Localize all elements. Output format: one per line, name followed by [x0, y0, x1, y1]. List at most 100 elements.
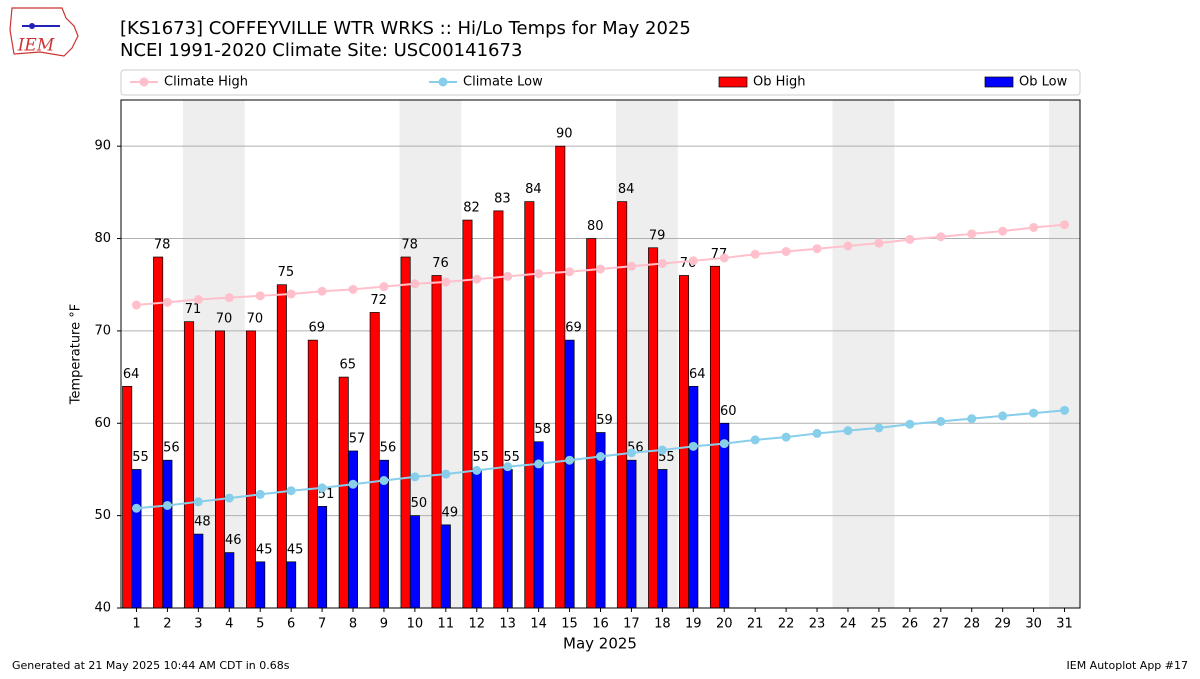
data-label: 65	[339, 358, 356, 373]
weekend-shade	[863, 100, 895, 608]
point	[286, 486, 296, 496]
point	[534, 459, 544, 469]
y-tick-label: 50	[94, 508, 111, 523]
bar	[369, 312, 380, 609]
point	[441, 469, 451, 479]
legend-label: Ob Low	[1019, 75, 1068, 90]
data-label: 83	[494, 191, 511, 206]
data-label: 55	[503, 450, 520, 465]
point	[626, 261, 636, 271]
point	[286, 289, 296, 299]
bar	[564, 339, 575, 609]
x-tick-label: 19	[685, 617, 702, 632]
x-tick-label: 25	[871, 617, 888, 632]
point	[472, 465, 482, 475]
point	[874, 423, 884, 433]
x-tick-label: 29	[994, 617, 1011, 632]
point	[317, 483, 327, 493]
data-label: 90	[556, 127, 573, 142]
x-tick-label: 28	[963, 617, 980, 632]
x-tick-label: 27	[933, 617, 950, 632]
bar	[153, 256, 164, 609]
x-tick-label: 1	[132, 617, 140, 632]
data-label: 69	[565, 321, 582, 336]
plot-frame	[120, 99, 1081, 609]
bar	[184, 321, 195, 609]
data-label: 56	[380, 441, 397, 456]
point	[193, 295, 203, 305]
point	[874, 238, 884, 248]
point	[688, 441, 698, 451]
point	[224, 293, 234, 303]
x-tick-label: 13	[499, 617, 516, 632]
bar	[679, 275, 690, 609]
y-tick-label: 90	[94, 139, 111, 154]
point	[967, 229, 977, 239]
data-label: 82	[463, 201, 480, 216]
point	[534, 269, 544, 279]
point	[565, 267, 575, 277]
point	[719, 253, 729, 263]
bar	[215, 330, 225, 609]
data-label: 70	[247, 311, 264, 326]
data-label: 55	[472, 450, 489, 465]
point	[596, 452, 605, 462]
x-tick-label: 7	[318, 617, 326, 632]
point	[565, 455, 575, 465]
point	[719, 439, 729, 449]
bar	[502, 469, 513, 609]
x-tick-label: 4	[225, 617, 233, 632]
x-tick-label: 2	[163, 617, 171, 632]
point	[750, 249, 760, 259]
point	[410, 279, 420, 289]
x-tick-label: 11	[438, 617, 455, 632]
chart-subtitle: NCEI 1991-2020 Climate Site: USC00141673	[120, 40, 522, 61]
point	[1060, 220, 1070, 230]
point	[255, 489, 265, 499]
bar	[409, 515, 420, 609]
point	[472, 274, 482, 284]
x-tick-label: 15	[561, 617, 578, 632]
point	[379, 476, 389, 486]
point	[193, 497, 203, 507]
point	[781, 246, 791, 256]
x-tick-label: 22	[778, 617, 795, 632]
data-label: 84	[525, 182, 542, 197]
x-tick-label: 24	[840, 617, 857, 632]
point	[410, 472, 420, 482]
data-label: 76	[432, 256, 449, 271]
point	[379, 282, 389, 292]
data-label: 45	[256, 542, 273, 557]
data-label: 46	[225, 533, 242, 548]
data-label: 72	[370, 293, 387, 308]
bar	[709, 265, 720, 609]
data-label: 48	[194, 515, 211, 530]
y-tick-label: 60	[94, 416, 111, 431]
bar	[317, 506, 328, 609]
bar	[617, 201, 628, 609]
bar	[224, 552, 235, 609]
bar	[626, 459, 637, 609]
x-tick-label: 23	[809, 617, 826, 632]
point	[162, 297, 172, 307]
x-tick-label: 16	[592, 617, 609, 632]
data-label: 57	[349, 431, 366, 446]
point	[843, 426, 853, 436]
point	[224, 493, 234, 503]
y-tick-label: 40	[94, 601, 111, 616]
data-label: 59	[596, 413, 613, 428]
point	[812, 428, 822, 438]
footer-left: Generated at 21 May 2025 10:44 AM CDT in…	[12, 659, 290, 672]
x-tick-label: 26	[902, 617, 919, 632]
logo: IEM	[9, 7, 79, 57]
bar	[657, 469, 668, 609]
bar	[462, 219, 473, 609]
legend-label: Climate High	[164, 75, 248, 90]
bar	[440, 524, 451, 609]
x-tick-label: 17	[623, 617, 640, 632]
data-label: 71	[185, 302, 202, 317]
x-tick-label: 10	[407, 617, 424, 632]
bar	[348, 450, 359, 609]
point	[781, 432, 791, 442]
x-tick-label: 20	[716, 617, 733, 632]
